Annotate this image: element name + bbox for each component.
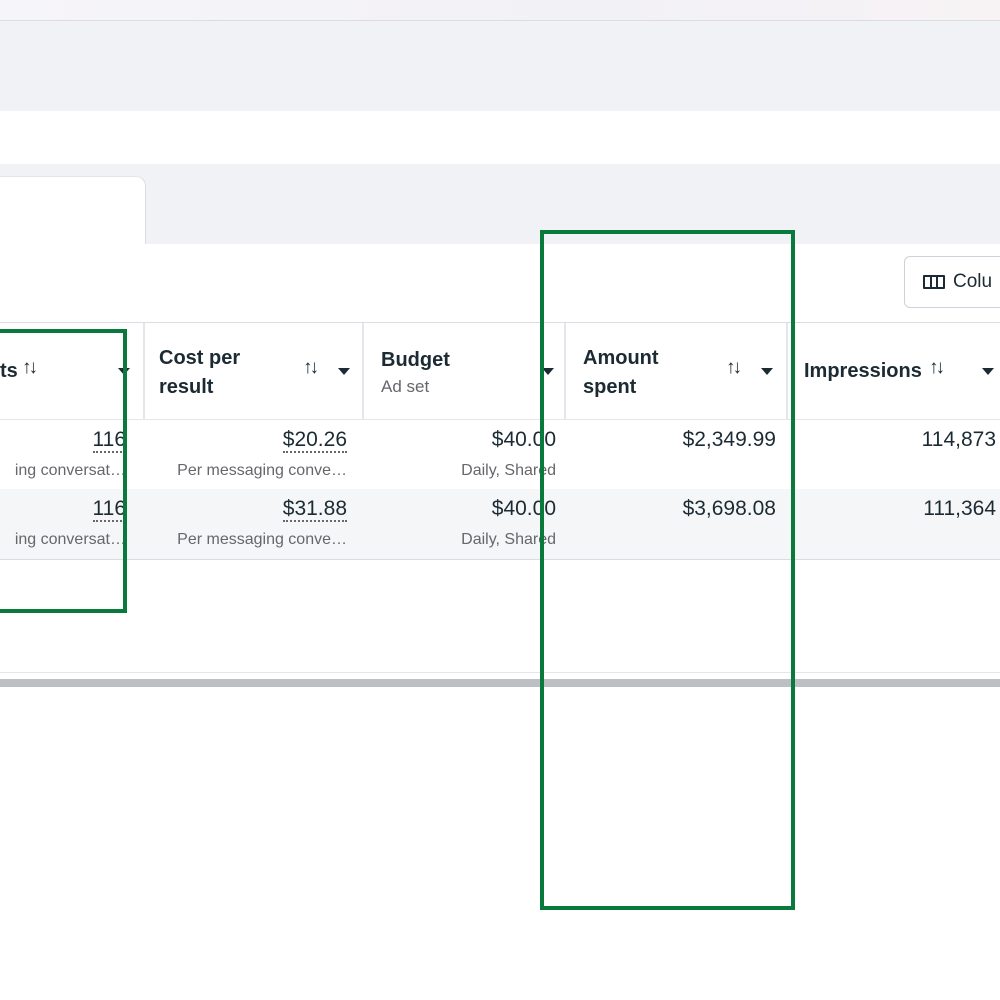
sort-arrows-icon[interactable]: ↑↓: [22, 357, 38, 378]
column-header-title-line2: result: [159, 376, 214, 398]
caret-down-icon[interactable]: [118, 368, 130, 375]
column-header-subtitle: Ad set: [381, 377, 430, 396]
amount-spent-value: $2,349.99: [682, 428, 776, 451]
table-header-row: ts ↑↓ Cost per result ↑↓ Budget Ad set A…: [0, 322, 1000, 420]
columns-icon: [923, 275, 945, 289]
budget-subtext: Daily, Shared: [461, 462, 556, 479]
column-header-cost-per-result[interactable]: Cost per result ↑↓: [145, 323, 364, 420]
column-header-title-line2: spent: [583, 376, 637, 398]
column-header-title: Impressions: [804, 360, 922, 382]
impressions-value: 111,364: [923, 497, 996, 520]
sort-arrows-icon[interactable]: ↑↓: [929, 357, 945, 378]
results-subtext: ing conversat…: [14, 462, 126, 479]
column-header-results[interactable]: ts ↑↓: [0, 323, 145, 420]
tabs-bar: [0, 164, 1000, 244]
table-row: 116 ing conversat… $31.88 Per messaging …: [0, 489, 1000, 560]
columns-button[interactable]: Colu: [904, 256, 1000, 308]
horizontal-scrollbar[interactable]: [0, 679, 1000, 687]
results-value[interactable]: 116: [92, 497, 126, 522]
budget-value[interactable]: $40.00: [491, 497, 556, 520]
results-subtext: ing conversat…: [14, 531, 126, 548]
column-header-title-line1: Amount: [583, 347, 659, 369]
caret-down-icon[interactable]: [761, 368, 773, 375]
sort-arrows-icon[interactable]: ↑↓: [726, 357, 742, 378]
cost-per-result-subtext: Per messaging conve…: [177, 531, 347, 548]
column-header-impressions[interactable]: Impressions ↑↓: [788, 323, 1000, 420]
active-tab[interactable]: [0, 176, 146, 244]
budget-value[interactable]: $40.00: [491, 428, 556, 451]
column-header-title: Budget: [381, 349, 450, 371]
cost-per-result-subtext: Per messaging conve…: [177, 462, 347, 479]
sort-arrows-icon[interactable]: ↑↓: [303, 357, 319, 378]
browser-top-bar: [0, 0, 1000, 21]
caret-down-icon[interactable]: [982, 368, 994, 375]
amount-spent-value: $3,698.08: [682, 497, 776, 520]
columns-button-label: Colu: [953, 271, 993, 292]
column-header-amount-spent[interactable]: Amount spent ↑↓: [566, 323, 788, 420]
content-spacer: [0, 111, 1000, 164]
column-header-budget[interactable]: Budget Ad set: [364, 323, 566, 420]
column-header-title: ts: [0, 360, 18, 382]
table-row: 116 ing conversat… $20.26 Per messaging …: [0, 420, 1000, 489]
caret-down-icon[interactable]: [338, 368, 350, 375]
cost-per-result-value[interactable]: $31.88: [282, 497, 347, 522]
column-header-title-line1: Cost per: [159, 347, 241, 369]
caret-down-icon[interactable]: [542, 368, 554, 375]
impressions-value: 114,873: [921, 428, 996, 451]
table-empty-area: [0, 560, 1000, 673]
cost-per-result-value[interactable]: $20.26: [282, 428, 347, 453]
toolbar-area: [0, 21, 1000, 111]
budget-subtext: Daily, Shared: [461, 531, 556, 548]
results-value[interactable]: 116: [92, 428, 126, 453]
